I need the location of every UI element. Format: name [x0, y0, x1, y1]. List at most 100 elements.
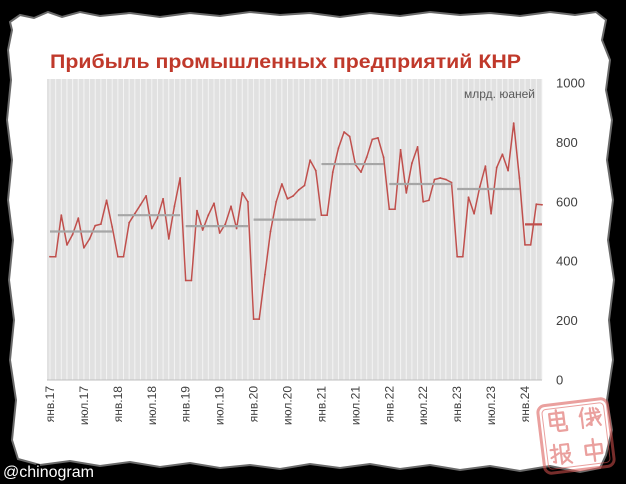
data-point — [196, 209, 198, 212]
data-point — [467, 196, 470, 199]
data-point — [371, 138, 374, 141]
data-point — [433, 178, 436, 181]
data-point — [405, 192, 408, 194]
data-point — [145, 195, 148, 197]
data-point — [416, 146, 419, 148]
data-point — [495, 166, 498, 169]
data-point — [461, 255, 464, 258]
x-tick-label: июл.22 — [416, 386, 430, 425]
stamp-inner-border — [541, 402, 611, 470]
data-point — [269, 230, 272, 233]
data-point — [258, 318, 261, 320]
data-point — [394, 208, 396, 211]
x-tick-label: янв.17 — [43, 386, 57, 423]
data-point — [445, 178, 447, 181]
x-tick-label: июл.20 — [281, 386, 295, 425]
data-point — [286, 197, 289, 200]
data-point — [117, 255, 119, 258]
data-point — [77, 217, 80, 220]
series-line — [50, 122, 543, 320]
data-point — [507, 169, 509, 172]
plot-area — [47, 79, 543, 381]
stamp-character — [578, 406, 602, 430]
x-tick-label: янв.18 — [111, 386, 125, 423]
data-point — [94, 224, 97, 227]
data-point — [439, 177, 442, 179]
data-point — [230, 205, 232, 208]
data-point — [213, 202, 215, 205]
unit-label: млрд. юаней — [464, 87, 535, 101]
data-point — [529, 244, 532, 246]
x-tick-label: июл.23 — [484, 386, 498, 425]
y-tick-label: 600 — [556, 194, 578, 209]
watermark: @chinogram — [3, 464, 94, 481]
data-point — [88, 238, 91, 240]
data-point — [252, 318, 255, 320]
x-tick-label: июл.19 — [213, 386, 227, 425]
data-point — [179, 177, 182, 179]
data-point — [190, 279, 193, 282]
data-point — [411, 162, 413, 165]
data-point — [524, 244, 526, 246]
data-point — [535, 203, 538, 206]
data-point — [218, 232, 221, 234]
x-tick-label: янв.20 — [247, 386, 261, 423]
data-point — [518, 177, 521, 179]
data-point — [382, 156, 385, 159]
plot-background — [47, 79, 542, 380]
data-point — [111, 226, 114, 228]
data-point — [422, 200, 425, 203]
data-point — [388, 208, 391, 211]
data-point — [309, 159, 311, 162]
data-point — [314, 169, 317, 172]
data-point — [128, 221, 131, 224]
data-point — [235, 227, 238, 230]
x-tick-label: янв.23 — [450, 386, 464, 423]
data-point — [167, 238, 170, 240]
vertical-gridlines — [49, 79, 543, 380]
data-point — [275, 200, 278, 203]
data-point — [478, 186, 481, 188]
data-point — [331, 171, 334, 174]
x-tick-label: июл.21 — [348, 386, 362, 425]
chart-title: Прибыль промышленных предприятий КНР — [50, 52, 521, 73]
data-point — [60, 214, 63, 217]
x-tick-label: янв.22 — [382, 386, 396, 423]
x-axis-tick-labels: янв.17 июл.17 янв.18 июл.18 янв.19 июл.19 янв.… — [43, 386, 532, 425]
annual-average-lines — [50, 162, 542, 233]
data-point — [303, 184, 306, 187]
data-point — [139, 203, 142, 206]
data-point — [49, 255, 51, 258]
data-point — [484, 165, 487, 168]
data-point — [224, 223, 227, 226]
data-point — [428, 199, 430, 202]
x-tick-label: янв.21 — [314, 386, 328, 423]
stamp-character — [547, 409, 569, 433]
y-tick-label: 0 — [556, 373, 563, 388]
data-point — [343, 131, 345, 133]
data-point — [66, 244, 68, 246]
data-point — [122, 255, 125, 258]
data-point — [377, 137, 379, 139]
data-point — [501, 153, 504, 156]
stamp-outer-border — [536, 397, 616, 475]
data-point — [512, 122, 515, 124]
y-tick-label: 400 — [556, 254, 578, 269]
data-point — [247, 200, 249, 203]
data-point — [490, 212, 492, 215]
data-point — [456, 255, 459, 258]
y-tick-label: 200 — [556, 313, 578, 328]
data-point — [83, 246, 85, 249]
data-point — [207, 214, 210, 217]
data-point — [337, 147, 340, 150]
data-point — [150, 227, 153, 230]
data-point — [473, 212, 475, 215]
data-point — [105, 199, 108, 202]
data-point — [399, 148, 402, 151]
y-tick-label: 800 — [556, 135, 578, 150]
data-point — [71, 233, 74, 236]
data-point — [541, 203, 543, 206]
x-tick-label: янв.24 — [518, 386, 532, 423]
